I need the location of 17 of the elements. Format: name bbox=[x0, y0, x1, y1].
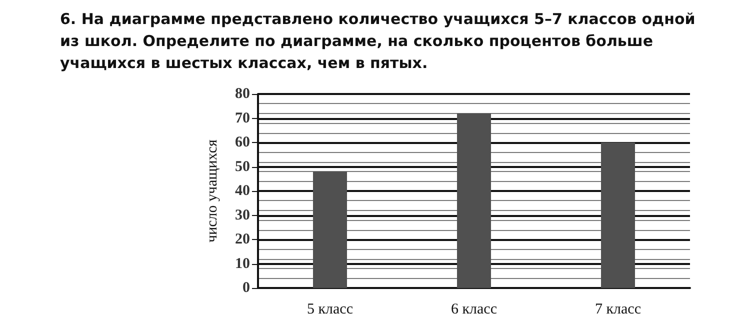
x-tick-label: 6 класс bbox=[451, 302, 498, 318]
y-tick-label: 60 bbox=[235, 134, 250, 150]
bar bbox=[313, 172, 347, 288]
x-tick-label: 7 класс bbox=[595, 302, 642, 318]
y-tick-label: 10 bbox=[235, 256, 250, 272]
x-tick-label: 5 класс bbox=[307, 302, 354, 318]
y-tick-label: 50 bbox=[235, 158, 250, 175]
y-axis-title: число учащихся bbox=[204, 139, 220, 242]
bar bbox=[601, 142, 635, 288]
y-tick-label: 40 bbox=[235, 183, 250, 199]
y-tick-label: 70 bbox=[235, 110, 250, 126]
y-tick-label: 30 bbox=[235, 207, 250, 224]
chart-title: 6. На диаграмме представлено количество учащихся 5–7 классов одной из школ. Определите по диаграмме, на сколько процентов больше учащихся в шестых классах, чем в пятых. bbox=[60, 9, 696, 74]
bar bbox=[457, 113, 491, 288]
y-tick-label: 20 bbox=[235, 232, 250, 248]
y-tick-label: 80 bbox=[235, 86, 250, 102]
y-tick-label: 0 bbox=[242, 280, 250, 296]
